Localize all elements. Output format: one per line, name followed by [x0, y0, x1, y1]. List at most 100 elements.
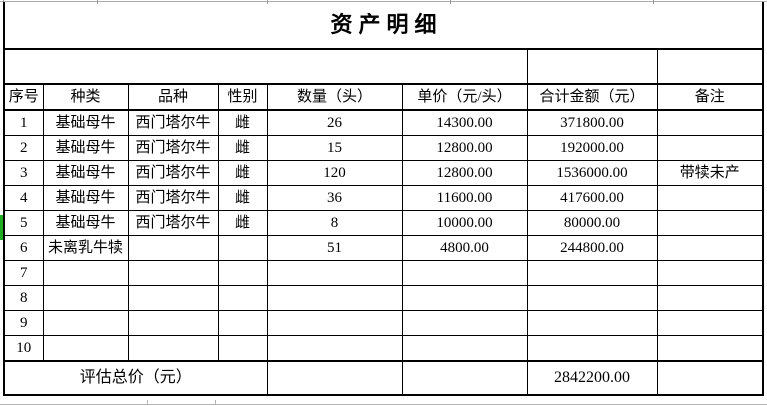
cell-r1-c7[interactable]: 371800.00 — [526, 109, 658, 136]
empty-cell[interactable] — [526, 49, 657, 84]
cell-r10-c7[interactable] — [526, 335, 658, 362]
cell-r7-c6[interactable] — [401, 260, 528, 286]
empty-cell[interactable] — [402, 49, 527, 84]
empty-cell[interactable] — [43, 49, 128, 84]
cell-r8-c4[interactable] — [217, 285, 268, 311]
empty-cell[interactable] — [267, 49, 402, 84]
empty-cell[interactable] — [4, 49, 43, 84]
cell-r8-c3[interactable] — [127, 285, 219, 311]
cell-r3-c4[interactable]: 雌 — [217, 160, 268, 186]
empty-cell[interactable] — [128, 49, 218, 84]
cell-r5-c1[interactable]: 5 — [3, 210, 44, 236]
cell-r3-c1[interactable]: 3 — [3, 160, 44, 186]
cell-r9-c4[interactable] — [217, 310, 268, 336]
cell-r6-c6[interactable]: 4800.00 — [401, 235, 528, 261]
cell-r5-c4[interactable]: 雌 — [217, 210, 268, 236]
column-header-4[interactable]: 数量（头） — [266, 83, 403, 111]
cell-r1-c3[interactable]: 西门塔尔牛 — [127, 109, 219, 136]
cell-r3-c5[interactable]: 120 — [266, 160, 403, 186]
cell-r9-c5[interactable] — [266, 310, 403, 336]
cell-r6-c4[interactable] — [217, 235, 268, 261]
cell-r10-c5[interactable] — [266, 335, 403, 362]
cell-r2-c3[interactable]: 西门塔尔牛 — [127, 135, 219, 161]
cell-r1-c8[interactable] — [656, 109, 764, 136]
empty-cell[interactable] — [266, 360, 403, 396]
cell-r1-c1[interactable]: 1 — [3, 109, 44, 136]
cell-r4-c7[interactable]: 417600.00 — [526, 185, 658, 211]
cell-r7-c8[interactable] — [656, 260, 764, 286]
total-value-cell[interactable]: 2842200.00 — [526, 360, 658, 396]
cell-r6-c2[interactable]: 未离乳牛犊 — [42, 235, 129, 261]
cell-r2-c7[interactable]: 192000.00 — [526, 135, 658, 161]
empty-cell[interactable] — [401, 360, 528, 396]
cell-r4-c1[interactable]: 4 — [3, 185, 44, 211]
cell-r3-c6[interactable]: 12800.00 — [401, 160, 528, 186]
cell-r3-c7[interactable]: 1536000.00 — [526, 160, 658, 186]
cell-r3-c2[interactable]: 基础母牛 — [42, 160, 129, 186]
cell-r4-c3[interactable]: 西门塔尔牛 — [127, 185, 219, 211]
cell-r5-c6[interactable]: 10000.00 — [401, 210, 528, 236]
cell-r9-c2[interactable] — [42, 310, 129, 336]
cell-r4-c2[interactable]: 基础母牛 — [42, 185, 129, 211]
cell-r7-c7[interactable] — [526, 260, 658, 286]
cell-r9-c7[interactable] — [526, 310, 658, 336]
cell-r7-c1[interactable]: 7 — [3, 260, 44, 286]
empty-cell[interactable] — [656, 49, 764, 84]
cell-r10-c6[interactable] — [401, 335, 528, 362]
cell-r6-c8[interactable] — [656, 235, 764, 261]
cell-r2-c1[interactable]: 2 — [3, 135, 44, 161]
total-label-cell[interactable]: 评估总价（元） — [3, 360, 268, 396]
cell-r9-c3[interactable] — [127, 310, 219, 336]
cell-r9-c6[interactable] — [401, 310, 528, 336]
cell-r2-c4[interactable]: 雌 — [217, 135, 268, 161]
cell-r9-c1[interactable]: 9 — [3, 310, 44, 336]
cell-r6-c1[interactable]: 6 — [3, 235, 44, 261]
cell-r1-c5[interactable]: 26 — [266, 109, 403, 136]
cell-r2-c5[interactable]: 15 — [266, 135, 403, 161]
column-header-0[interactable]: 序号 — [3, 83, 44, 111]
cell-r5-c7[interactable]: 80000.00 — [526, 210, 658, 236]
cell-r8-c2[interactable] — [42, 285, 129, 311]
cell-r10-c1[interactable]: 10 — [3, 335, 44, 362]
column-header-5[interactable]: 单价（元/头） — [401, 83, 528, 111]
cell-r1-c6[interactable]: 14300.00 — [401, 109, 528, 136]
cell-r8-c7[interactable] — [526, 285, 658, 311]
cell-r6-c7[interactable]: 244800.00 — [526, 235, 658, 261]
cell-r5-c8[interactable] — [656, 210, 764, 236]
cell-r2-c6[interactable]: 12800.00 — [401, 135, 528, 161]
cell-r7-c2[interactable] — [42, 260, 129, 286]
column-header-1[interactable]: 种类 — [42, 83, 129, 111]
cell-r4-c5[interactable]: 36 — [266, 185, 403, 211]
cell-r4-c6[interactable]: 11600.00 — [401, 185, 528, 211]
cell-r8-c1[interactable]: 8 — [3, 285, 44, 311]
table-title-cell[interactable]: 资产明细 — [4, 2, 764, 50]
cell-r10-c8[interactable] — [656, 335, 764, 362]
cell-r10-c4[interactable] — [217, 335, 268, 362]
cell-r9-c8[interactable] — [656, 310, 764, 336]
cell-r5-c3[interactable]: 西门塔尔牛 — [127, 210, 219, 236]
cell-r8-c8[interactable] — [656, 285, 764, 311]
cell-r7-c4[interactable] — [217, 260, 268, 286]
cell-r10-c2[interactable] — [42, 335, 129, 362]
cell-r7-c5[interactable] — [266, 260, 403, 286]
cell-r4-c8[interactable] — [656, 185, 764, 211]
empty-cell[interactable] — [656, 360, 764, 396]
cell-r3-c8[interactable]: 带犊未产 — [656, 160, 764, 186]
cell-r6-c5[interactable]: 51 — [266, 235, 403, 261]
column-header-3[interactable]: 性别 — [217, 83, 268, 111]
cell-r8-c5[interactable] — [266, 285, 403, 311]
cell-r6-c3[interactable] — [127, 235, 219, 261]
empty-cell[interactable] — [218, 49, 267, 84]
column-header-2[interactable]: 品种 — [127, 83, 219, 111]
cell-r10-c3[interactable] — [127, 335, 219, 362]
cell-r4-c4[interactable]: 雌 — [217, 185, 268, 211]
cell-r1-c2[interactable]: 基础母牛 — [42, 109, 129, 136]
cell-r5-c5[interactable]: 8 — [266, 210, 403, 236]
cell-r3-c3[interactable]: 西门塔尔牛 — [127, 160, 219, 186]
cell-r7-c3[interactable] — [127, 260, 219, 286]
cell-r8-c6[interactable] — [401, 285, 528, 311]
column-header-6[interactable]: 合计金额（元） — [526, 83, 658, 111]
cell-r2-c2[interactable]: 基础母牛 — [42, 135, 129, 161]
column-header-7[interactable]: 备注 — [656, 83, 764, 111]
cell-r1-c4[interactable]: 雌 — [217, 109, 268, 136]
